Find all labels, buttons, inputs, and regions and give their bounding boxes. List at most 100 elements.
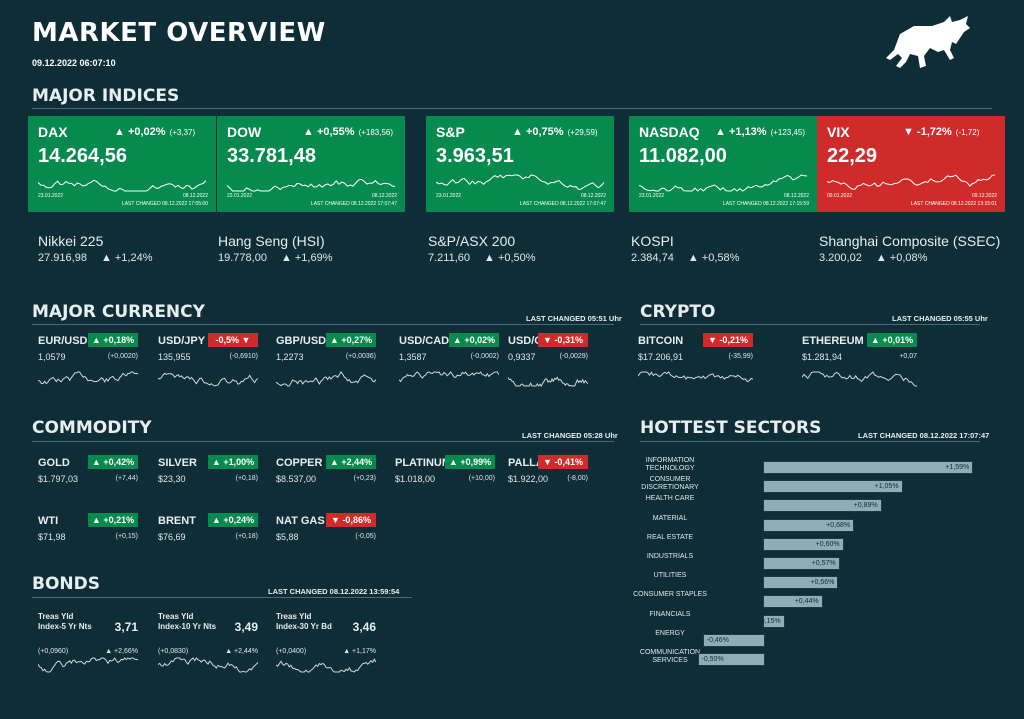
small-index-name: KOSPI	[631, 233, 674, 249]
small-index[interactable]: KOSPI 2.384,74 ▲ +0,58%	[631, 233, 739, 264]
crypto-name: BITCOIN	[638, 335, 684, 347]
sector-value-label: +0,44%	[794, 598, 819, 606]
sparkline	[275, 658, 377, 673]
index-card[interactable]: VIX ▼ -1,72% (-1,72) 22,29 09.01.2022 09.12.2…	[817, 116, 1005, 212]
commodities-change-badge: ▲ +2,44%	[326, 455, 376, 469]
commodities-name: SILVER	[158, 457, 197, 469]
commodities-item[interactable]: GOLD ▲ +0,42% $1.797,03 (+7,44)	[38, 455, 138, 513]
sector-bar: -0,50%	[697, 653, 765, 666]
section-title-bonds: BONDS	[32, 574, 100, 594]
small-index-value: 2.384,74	[631, 252, 674, 264]
index-last-changed: LAST CHANGED 08.12.2022 17:15:59	[722, 201, 809, 207]
sector-label: REAL ESTATE	[646, 533, 694, 541]
small-index[interactable]: Hang Seng (HSI) 19.778,00 ▲ +1,69%	[218, 233, 333, 264]
index-name: DOW	[227, 124, 262, 140]
sector-value-label: +0,57%	[811, 560, 836, 567]
bond-delta: (+0,0400)	[276, 648, 307, 655]
index-last-changed: LAST CHANGED 08.12.2022 17:07:47	[310, 201, 397, 207]
small-index-name: S&P/ASX 200	[428, 233, 516, 249]
sector-label: ENERGY	[655, 629, 685, 637]
sector-bar: +1,59%	[763, 461, 974, 474]
small-index-name: Nikkei 225	[38, 233, 104, 249]
bond-item[interactable]: Treas Yld Index-5 Yr Nts 3,71 (+0,0960) ▲ +…	[38, 612, 138, 682]
bond-item[interactable]: Treas Yld Index-30 Yr Bd 3,46 (+0,0400) ▲ +…	[276, 612, 376, 682]
commodities-delta: (-0,05)	[355, 533, 376, 540]
commodities-change-badge: ▲ +1,00%	[208, 455, 258, 469]
sector-label: INDUSTRIALS	[646, 553, 694, 560]
currencies-delta: (+0,0036)	[345, 353, 376, 360]
commodities-value: $8.537,00	[276, 474, 317, 484]
section-title-sectors: HOTTEST SECTORS	[640, 418, 822, 438]
index-start-date: 23.01.2022	[639, 193, 665, 199]
sparkline	[639, 174, 807, 192]
bond-value: 3,46	[352, 620, 376, 634]
currencies-item[interactable]: USD/CHF ▼ -0,31% 0,9337 (-0,0029)	[508, 333, 588, 391]
index-card[interactable]: DAX ▲ +0,02% (+3,37) 14.264,56 23.01.2022 08.…	[28, 116, 216, 212]
crypto-name: ETHEREUM	[802, 335, 864, 347]
commodities-delta: (+7,44)	[115, 475, 138, 482]
bond-name: Treas Yld Index-5 Yr Nts	[38, 612, 92, 631]
small-index-name: Hang Seng (HSI)	[218, 233, 325, 249]
small-index[interactable]: Nikkei 225 27.916,98 ▲ +1,24%	[38, 233, 153, 264]
sector-value-label: +0,60%	[815, 540, 840, 548]
commodities-delta: (+0,23)	[353, 475, 376, 482]
index-start-date: 23.01.2022	[436, 193, 462, 199]
sector-value-label: -0,50%	[701, 656, 724, 663]
crypto-delta: +0,07	[899, 353, 917, 360]
commodities-change-badge: ▲ +0,99%	[445, 455, 495, 469]
index-change: ▼ -1,72% (-1,72)	[903, 126, 980, 138]
currencies-change-badge: ▼ -0,31%	[538, 333, 588, 347]
commodities-delta: (+0,18)	[235, 533, 258, 540]
section-title-commodity: COMMODITY	[32, 418, 152, 438]
sector-label: CONSUMER DISCRETIONARY	[641, 476, 699, 492]
commodities-item[interactable]: WTI ▲ +0,21% $71,98 (+0,15)	[38, 513, 138, 571]
sector-value-label: +0,68%	[826, 521, 851, 529]
index-card[interactable]: S&P ▲ +0,75% (+29,59) 3.963,51 23.01.2022 08.…	[426, 116, 614, 212]
commodities-value: $71,98	[38, 532, 66, 542]
commodities-name: COPPER	[276, 457, 323, 469]
sector-bar: +0,60%	[763, 537, 844, 551]
commodities-item[interactable]: PALLADIUM▼ -0,41%$1.922,00(-8,00)	[508, 455, 588, 513]
currencies-item[interactable]: EUR/USD ▲ +0,18% 1,0579 (+0,0020)	[38, 333, 138, 391]
crypto-delta: (-35,99)	[728, 353, 753, 360]
sector-value-label: -0,46%	[706, 636, 729, 644]
bond-change: ▲ +2,66%	[105, 648, 138, 655]
commodities-item[interactable]: SILVER ▲ +1,00% $23,30 (+0,18)	[158, 455, 258, 513]
commodities-name: NAT GAS	[276, 515, 325, 527]
small-index[interactable]: Shanghai Composite (SSEC) 3.200,02 ▲ +0,08…	[819, 233, 1000, 264]
sector-bar: +1,05%	[763, 480, 903, 494]
page-title: MARKET OVERVIEW	[32, 18, 326, 48]
index-name: S&P	[436, 124, 465, 140]
small-index-value: 27.916,98	[38, 252, 87, 264]
sparkline	[38, 179, 206, 192]
commodities-value: $23,30	[158, 474, 186, 484]
sector-bar: +0,57%	[763, 557, 840, 570]
commodities-delta: (-8,00)	[567, 475, 588, 482]
crypto-change-badge: ▲ +0,01%	[867, 333, 917, 347]
bond-value: 3,71	[114, 620, 138, 634]
commodities-delta: (+0,15)	[115, 533, 138, 540]
bull-icon	[886, 16, 970, 68]
index-end-date: 08.12.2022	[371, 193, 397, 199]
commodities-item[interactable]: BRENT ▲ +0,24% $76,69 (+0,18)	[158, 513, 258, 571]
crypto-item[interactable]: BITCOIN ▼ -0,21% $17.206,91 (-35,99)	[638, 333, 753, 391]
commodities-item[interactable]: COPPER ▲ +2,44% $8.537,00 (+0,23)	[276, 455, 376, 513]
currencies-item[interactable]: USD/CAD ▲ +0,02% 1,3587 (-0,0002)	[399, 333, 499, 391]
commodities-change-badge: ▲ +0,21%	[88, 513, 138, 527]
bond-item[interactable]: Treas Yld Index-10 Yr Nts 3,49 (+0,0830) ▲ …	[158, 612, 258, 682]
sparkline	[157, 657, 259, 673]
currencies-item[interactable]: GBP/USD ▲ +0,27% 1,2273 (+0,0036)	[276, 333, 376, 391]
small-index[interactable]: S&P/ASX 200 7.211,60 ▲ +0,50%	[428, 233, 536, 264]
currencies-change-badge: ▲ +0,18%	[88, 333, 138, 347]
commodities-item[interactable]: PLATINUM ▲ +0,99% $1.018,00 (+10,00)	[395, 455, 495, 513]
commodities-item[interactable]: NAT GAS ▼ -0,86% $5,88 (-0,05)	[276, 513, 376, 571]
index-end-date: 08.12.2022	[580, 193, 606, 199]
sectors-last-changed: LAST CHANGED 08.12.2022 17:07:47	[858, 431, 990, 440]
sector-value-label: +0,89%	[853, 502, 878, 510]
commodities-change-badge: ▼ -0,41%	[538, 455, 588, 469]
crypto-change-badge: ▼ -0,21%	[703, 333, 753, 347]
index-card[interactable]: DOW ▲ +0,55% (+183,56) 33.781,48 23.01.2022 0…	[217, 116, 405, 212]
index-card[interactable]: NASDAQ ▲ +1,13% (+123,45) 11.082,00 23.01.20…	[629, 116, 817, 212]
currencies-item[interactable]: USD/JPY -0,5% ▼ 135,955 (-0,6910)	[158, 333, 258, 391]
crypto-item[interactable]: ETHEREUM ▲ +0,01% $1.281,94 +0,07	[802, 333, 917, 391]
